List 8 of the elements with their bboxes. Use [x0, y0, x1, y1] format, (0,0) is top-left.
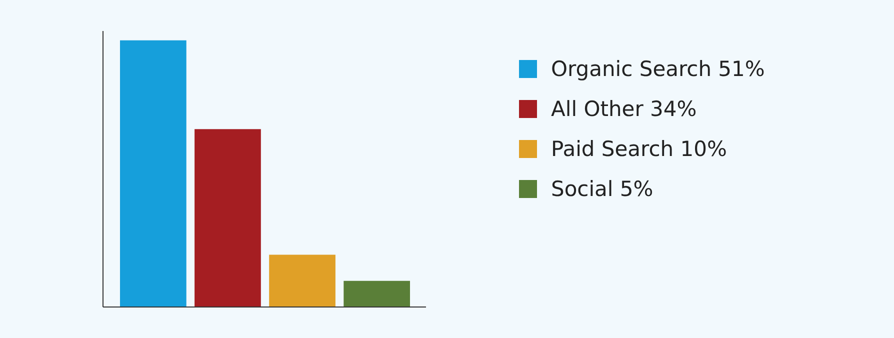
legend-label: Organic Search 51%	[551, 57, 765, 81]
legend-label: Social 5%	[551, 177, 654, 201]
legend-label: All Other 34%	[551, 97, 697, 121]
bar	[269, 254, 336, 307]
bar	[344, 280, 410, 307]
legend-label: Paid Search 10%	[551, 137, 727, 161]
bar	[194, 129, 261, 307]
bar	[120, 40, 186, 307]
